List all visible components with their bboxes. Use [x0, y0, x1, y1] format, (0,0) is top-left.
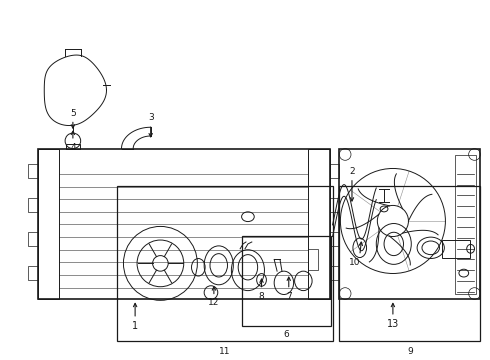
Bar [28, 232, 38, 246]
Bar [339, 186, 480, 341]
Text: 13: 13 [387, 319, 399, 329]
Bar [38, 149, 330, 300]
Bar [339, 149, 480, 300]
Text: 8: 8 [259, 292, 265, 301]
Text: 4: 4 [70, 143, 75, 152]
Text: 3: 3 [148, 113, 153, 122]
Text: 12: 12 [208, 298, 220, 307]
Bar [117, 186, 333, 341]
Bar [28, 266, 38, 280]
Bar [442, 240, 469, 257]
Text: 2: 2 [349, 167, 355, 176]
Text: 1: 1 [132, 321, 138, 331]
Bar [242, 236, 331, 325]
Bar [308, 149, 330, 300]
Bar [28, 164, 38, 178]
Bar [66, 144, 80, 149]
Text: 9: 9 [407, 347, 413, 356]
Bar [330, 266, 339, 280]
Text: 10: 10 [349, 257, 361, 266]
Text: 6: 6 [283, 330, 289, 339]
Text: 11: 11 [219, 347, 230, 356]
Bar [330, 232, 339, 246]
Bar [28, 198, 38, 212]
Bar [38, 149, 59, 300]
Bar [330, 164, 339, 178]
Text: 7: 7 [286, 292, 292, 301]
Bar [330, 198, 339, 212]
Bar [308, 249, 318, 270]
Text: 5: 5 [70, 108, 76, 117]
Bar [455, 156, 476, 294]
